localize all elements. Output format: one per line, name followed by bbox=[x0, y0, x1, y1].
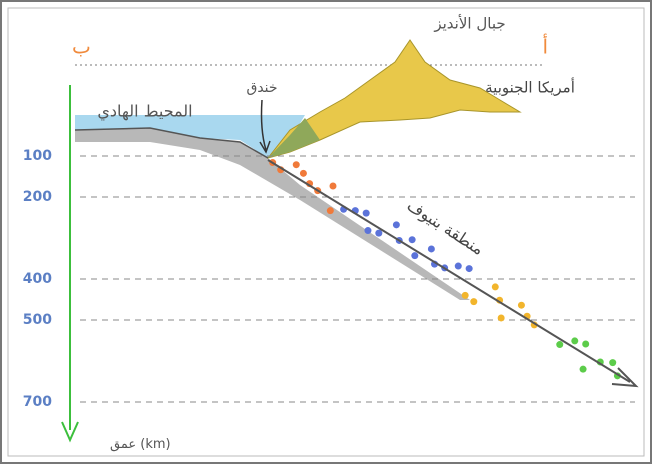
depth-arrow bbox=[61, 421, 79, 443]
earthquake-focus bbox=[517, 301, 525, 309]
earthquake-focus bbox=[326, 207, 334, 215]
trench-label: خندق bbox=[246, 80, 277, 96]
depth-tick-label: 400 bbox=[23, 271, 52, 287]
ocean-label: المحيط الهادي bbox=[97, 102, 192, 122]
sea-floor bbox=[74, 127, 269, 159]
inner-frame bbox=[7, 7, 645, 457]
earthquake-focus bbox=[579, 365, 587, 373]
depth-ticks: 100 200 400 500 700 bbox=[23, 148, 635, 410]
earthquake-focus bbox=[582, 340, 590, 348]
earthquake-focus bbox=[329, 182, 337, 190]
earthquake-focus bbox=[375, 229, 383, 237]
trench-arrow bbox=[260, 99, 267, 151]
point-label: أ bbox=[542, 34, 548, 59]
earthquake-focus bbox=[609, 359, 617, 367]
earthquake-focus bbox=[461, 291, 469, 299]
earthquake-focus bbox=[362, 209, 370, 217]
earthquake-focus bbox=[408, 236, 416, 244]
earthquake-focus bbox=[292, 161, 300, 169]
earthquake-focus bbox=[465, 265, 473, 273]
depth-axis-label: عمق (km) bbox=[110, 437, 171, 452]
earthquake-focus bbox=[364, 227, 372, 235]
earthquake-focus bbox=[392, 221, 400, 229]
earthquake-focus bbox=[427, 245, 435, 253]
depth-tick-label: 700 bbox=[23, 394, 52, 410]
depth-tick-label: 100 bbox=[23, 148, 52, 164]
depth-tick-label: 200 bbox=[23, 189, 52, 205]
depth-tick-label: 500 bbox=[23, 312, 52, 328]
continent bbox=[266, 39, 522, 159]
earthquake-focus bbox=[454, 262, 462, 270]
earthquake-focus bbox=[411, 252, 419, 260]
earthquake-focus bbox=[556, 341, 564, 349]
continent-label: أمريكا الجنوبية bbox=[485, 78, 575, 97]
depth-axis-label-text: عمق (km) bbox=[110, 437, 171, 452]
earthquake-focus bbox=[299, 169, 307, 177]
coast bbox=[268, 118, 320, 158]
earthquake-focus bbox=[497, 314, 505, 322]
earthquake-focus bbox=[470, 298, 478, 306]
point-label: ب bbox=[72, 35, 91, 59]
benioff-line bbox=[267, 159, 631, 383]
mountains-label: جبال الأنديز bbox=[433, 14, 505, 33]
trench-arrowhead bbox=[259, 140, 271, 154]
earthquake-focus bbox=[571, 337, 579, 345]
benioff-arrow bbox=[611, 367, 639, 388]
earthquake-focus bbox=[491, 283, 499, 291]
